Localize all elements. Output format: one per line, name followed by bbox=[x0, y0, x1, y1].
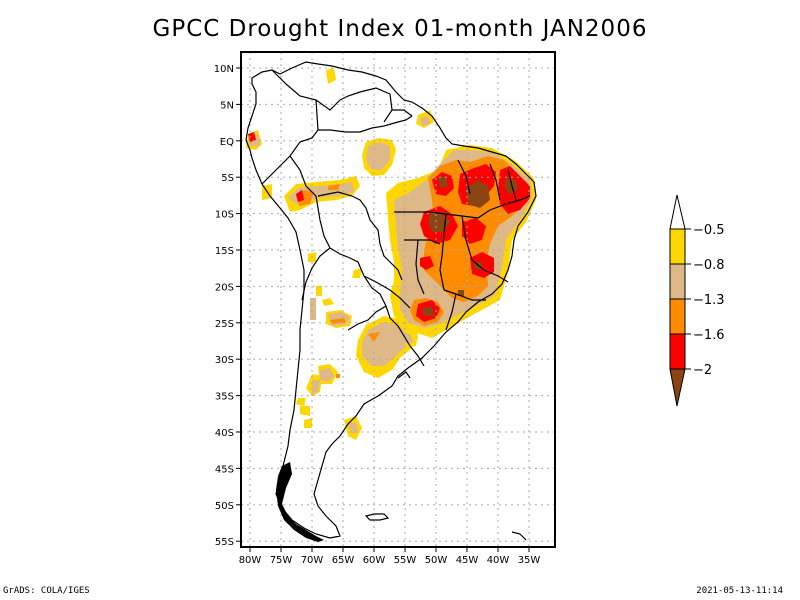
south-america-coastline bbox=[245, 61, 537, 539]
colorbar-segment-orange bbox=[669, 298, 686, 335]
colorbar-top-arrow bbox=[669, 194, 686, 230]
lat-tick-label: 50S bbox=[215, 501, 234, 512]
lat-tick-label: 15S bbox=[215, 246, 234, 257]
lat-tick-label: 35S bbox=[215, 392, 234, 403]
colorbar: −0.5 −0.8 −1.3 −1.6 −2 bbox=[669, 194, 725, 407]
lon-axis: 80W 75W 70W 65W 60W 55W 50W 45W 40W 35W bbox=[239, 547, 541, 566]
lat-tick-label: 5N bbox=[220, 100, 234, 111]
south-georgia bbox=[511, 531, 527, 541]
colorbar-tick-label: −2 bbox=[693, 363, 712, 378]
lon-tick-label: 65W bbox=[332, 555, 355, 566]
lat-tick-label: 5S bbox=[221, 173, 234, 184]
colorbar-segment-red bbox=[669, 333, 686, 370]
lon-tick-label: 50W bbox=[425, 555, 448, 566]
lat-tick-label: 10N bbox=[214, 64, 234, 75]
chile-fjords bbox=[276, 462, 324, 542]
lon-tick-label: 75W bbox=[270, 555, 293, 566]
map-grid bbox=[241, 52, 555, 547]
lagoa-dos-patos bbox=[397, 371, 411, 379]
map-frame bbox=[240, 51, 556, 548]
lat-tick-label: 25S bbox=[215, 319, 234, 330]
country-borders bbox=[261, 69, 531, 367]
lat-tick-label: 55S bbox=[215, 537, 234, 548]
lon-tick-label: 60W bbox=[363, 555, 386, 566]
footer-timestamp: 2021-05-13-11:14 bbox=[696, 586, 783, 596]
colorbar-tick-label: −1.3 bbox=[693, 293, 725, 308]
lat-tick-label: 30S bbox=[215, 355, 234, 366]
lat-tick-label: 45S bbox=[215, 464, 234, 475]
colorbar-segment-tan bbox=[669, 263, 686, 300]
lon-tick-label: 35W bbox=[518, 555, 541, 566]
lon-tick-label: 80W bbox=[239, 555, 262, 566]
lon-tick-label: 45W bbox=[456, 555, 479, 566]
shading-level-brown bbox=[422, 176, 518, 316]
colorbar-tick-label: −0.8 bbox=[693, 258, 725, 273]
lat-tick-label: EQ bbox=[220, 137, 234, 148]
coastline bbox=[245, 61, 537, 541]
chart-title: GPCC Drought Index 01-month JAN2006 bbox=[152, 16, 648, 42]
lon-tick-label: 40W bbox=[487, 555, 510, 566]
lat-tick-label: 40S bbox=[215, 428, 234, 439]
footer-credit: GrADS: COLA/IGES bbox=[3, 586, 90, 596]
colorbar-tick-label: −0.5 bbox=[693, 223, 725, 238]
lon-tick-label: 70W bbox=[301, 555, 324, 566]
colorbar-tick-label: −1.6 bbox=[693, 328, 725, 343]
falkland-islands bbox=[364, 513, 390, 521]
lat-axis: 10N 5N EQ 5S 10S 15S 20S 25S 30S 35S 40S 45S 50S 55S bbox=[214, 64, 241, 548]
lon-tick-label: 55W bbox=[394, 555, 417, 566]
lat-tick-label: 10S bbox=[215, 210, 234, 221]
lat-tick-label: 20S bbox=[215, 282, 234, 293]
colorbar-bottom-arrow bbox=[669, 368, 686, 407]
drought-shading bbox=[246, 68, 536, 440]
colorbar-segment-yellow bbox=[669, 228, 686, 265]
